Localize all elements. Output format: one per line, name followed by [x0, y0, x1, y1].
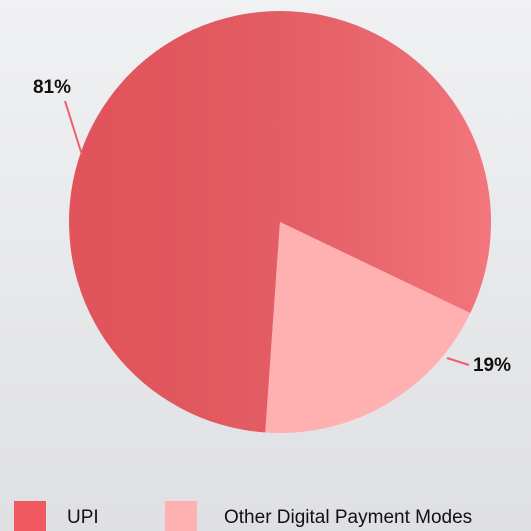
legend-swatch: [165, 501, 197, 531]
legend: UPI Other Digital Payment Modes: [14, 501, 472, 531]
leader-line: [64, 100, 83, 156]
pie-slice: [265, 222, 471, 434]
slice-label: 19%: [473, 355, 511, 376]
legend-swatch: [14, 501, 46, 531]
legend-label: Other Digital Payment Modes: [224, 507, 472, 528]
leader-line: [446, 357, 470, 366]
legend-label: UPI: [67, 507, 99, 528]
slice-label: 81%: [33, 77, 71, 98]
slice-shading: [69, 11, 492, 433]
slice-labels: 81% 19%: [33, 77, 511, 376]
pie: [69, 11, 492, 434]
